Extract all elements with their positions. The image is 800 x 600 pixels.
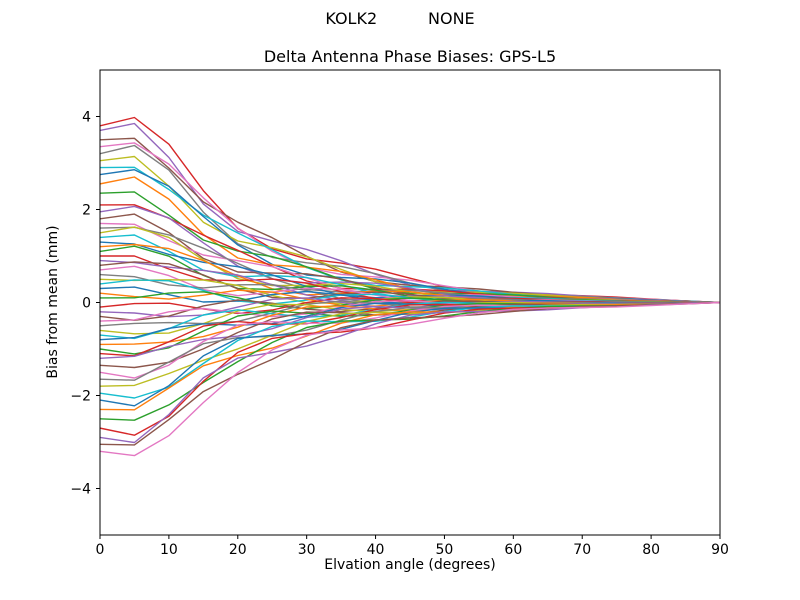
y-axis-label: Bias from mean (mm) [45,225,61,378]
x-tick-label: 30 [298,542,316,558]
y-tick-label: 0 [82,296,91,312]
x-tick-label: 80 [642,542,660,558]
x-tick-label: 40 [367,542,385,558]
y-tick-label: 2 [82,203,91,219]
series-line [100,301,720,411]
x-tick-label: 10 [160,542,178,558]
x-tick-label: 70 [573,542,591,558]
series-group [100,116,720,457]
chart-title: Delta Antenna Phase Biases: GPS-L5 [263,47,557,66]
x-axis-label: Elvation angle (degrees) [324,557,495,573]
axes-group: 0 10 20 30 40 50 60 70 80 90 −4 −2 0 2 4 [70,110,729,559]
x-tick-label: 50 [436,542,454,558]
series-line [100,122,720,304]
series-line [100,116,720,304]
series-line [100,301,720,399]
x-tick-label: 60 [504,542,522,558]
y-tick-label: −4 [70,482,91,498]
x-tick-label: 0 [96,542,105,558]
x-tick-label: 90 [711,542,729,558]
figure-suptitle: KOLK2 NONE [325,9,475,28]
y-tick-label: 4 [82,110,91,126]
series-line [100,301,720,446]
y-tick-label: −2 [70,389,91,405]
axes-box [99,69,721,536]
series-line [100,301,720,355]
x-tick-label: 20 [229,542,247,558]
series-line [100,301,720,457]
series-line [100,301,720,436]
